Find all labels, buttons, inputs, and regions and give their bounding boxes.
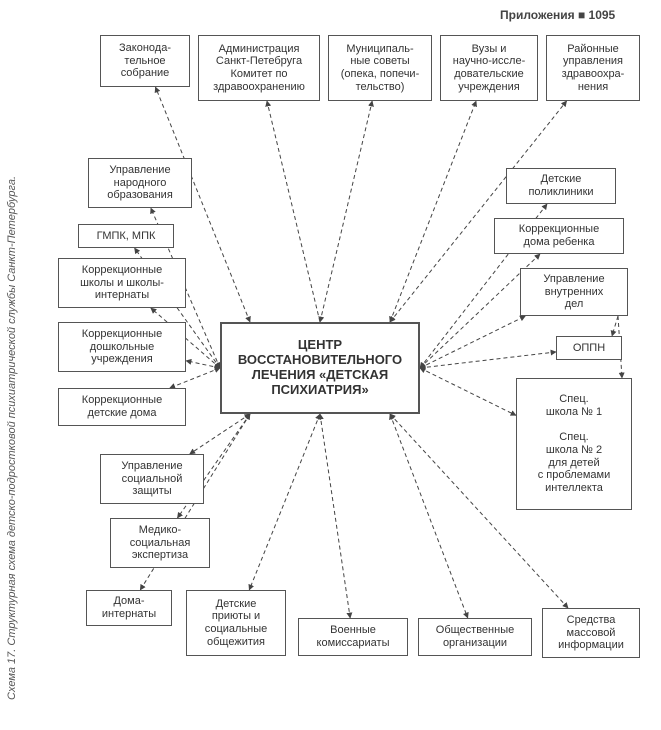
node-n12: Коррекционные дома ребенка <box>494 218 624 254</box>
node-n17: Медико- социальная экспертиза <box>110 518 210 568</box>
node-n6: Управление народного образования <box>88 158 192 208</box>
edge <box>320 414 350 618</box>
edge <box>186 361 220 368</box>
edge <box>390 101 476 322</box>
node-n14: ОППН <box>556 336 622 360</box>
node-n9: Коррекционные дошкольные учреждения <box>58 322 186 372</box>
node-n18: Дома- интернаты <box>86 590 172 626</box>
node-n7: ГМПК, МПК <box>78 224 174 248</box>
node-n5: Районные управления здравоохра- нения <box>546 35 640 101</box>
edge <box>612 316 618 336</box>
node-n21: Общественные организации <box>418 618 532 656</box>
node-n11: Детские поликлиники <box>506 168 616 204</box>
node-n19: Детские приюты и социальные общежития <box>186 590 286 656</box>
node-n10: Коррекционные детские дома <box>58 388 186 426</box>
edge <box>249 414 320 590</box>
center-node: ЦЕНТР ВОССТАНОВИТЕЛЬНОГО ЛЕЧЕНИЯ «ДЕТСКА… <box>220 322 420 414</box>
node-n16: Управление социальной защиты <box>100 454 204 504</box>
edge <box>420 368 516 415</box>
node-n2: Администрация Санкт-Петебруга Комитет по… <box>198 35 320 101</box>
node-n8: Коррекционные школы и школы- интернаты <box>58 258 186 308</box>
edge <box>320 101 372 322</box>
edge <box>190 414 250 454</box>
node-n15: Спец. школа № 1 Спец. школа № 2 для дете… <box>516 378 632 510</box>
node-n4: Вузы и научно-иссле- довательские учрежд… <box>440 35 538 101</box>
page-header: Приложения ■ 1095 <box>500 8 615 22</box>
edge <box>420 316 525 368</box>
figure-caption: Схема 17. Структурная схема детско-подро… <box>6 176 18 700</box>
node-n22: Средства массовой информации <box>542 608 640 658</box>
edge <box>390 414 468 618</box>
node-n1: Законода- тельное собрание <box>100 35 190 87</box>
edge <box>420 352 556 368</box>
node-n3: Муниципаль- ные советы (опека, попечи- т… <box>328 35 432 101</box>
edge <box>267 101 320 322</box>
node-n20: Военные комиссариаты <box>298 618 408 656</box>
node-n13: Управление внутренних дел <box>520 268 628 316</box>
